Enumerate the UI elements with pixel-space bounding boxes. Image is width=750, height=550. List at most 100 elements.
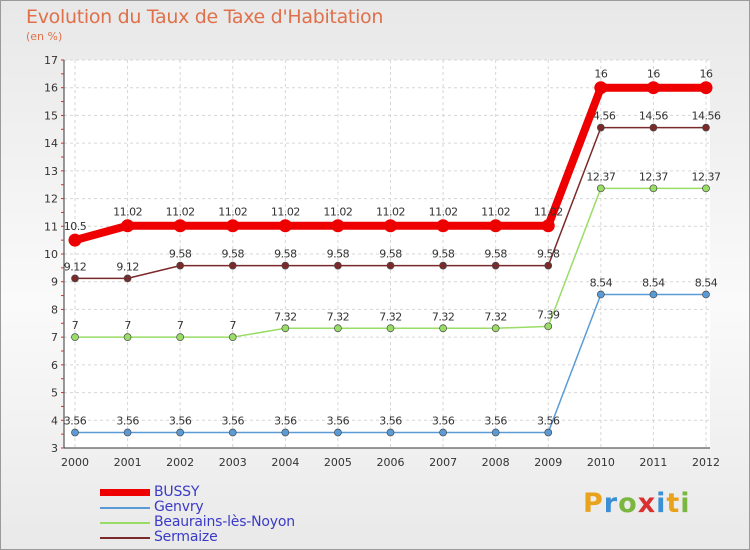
data-point (702, 123, 710, 132)
legend-item: Beaurains-lès-Noyon (100, 514, 340, 530)
y-tick-label: 13 (44, 165, 58, 178)
data-label: 9.58 (222, 248, 245, 261)
data-point (386, 324, 395, 333)
data-label: 3.56 (116, 414, 139, 427)
data-point (176, 261, 185, 270)
data-point (226, 219, 240, 233)
data-label: 12.37 (586, 170, 615, 183)
y-tick-label: 17 (44, 54, 58, 67)
logo-letter: r (603, 488, 619, 519)
y-tick-label: 11 (44, 220, 58, 233)
data-label: 3.56 (222, 414, 245, 427)
y-tick-label: 14 (44, 137, 58, 150)
legend-label: Sermaize (154, 529, 218, 545)
data-label: 7 (177, 319, 184, 332)
data-point (334, 428, 342, 437)
data-label: 9.58 (274, 248, 297, 261)
legend-label: Beaurains-lès-Noyon (154, 514, 295, 530)
data-point (331, 219, 345, 233)
data-point (594, 81, 608, 95)
y-tick-label: 8 (51, 303, 58, 316)
x-tick-label: 2001 (114, 456, 142, 469)
data-point (71, 274, 79, 283)
data-label: 3.56 (64, 414, 87, 427)
legend-label: BUSSY (154, 484, 200, 500)
chart-title: Evolution du Taux de Taxe d'Habitation (26, 6, 384, 28)
data-point (491, 428, 500, 437)
legend-label: Genvry (154, 499, 204, 515)
data-point (544, 428, 553, 437)
data-point (541, 219, 555, 233)
data-point (596, 184, 605, 193)
legend-item: Genvry (100, 499, 340, 515)
data-label: 3.56 (327, 414, 350, 427)
data-point (228, 261, 237, 270)
y-tick-label: 3 (51, 442, 58, 455)
data-point (173, 219, 187, 233)
data-label: 14.56 (639, 110, 668, 123)
data-label: 7.32 (379, 310, 402, 323)
data-point (121, 219, 135, 233)
data-label: 9.12 (116, 260, 139, 273)
data-label: 11.02 (271, 206, 300, 219)
data-point (334, 261, 342, 270)
data-point (228, 333, 237, 341)
data-point (123, 428, 132, 437)
data-label: 3.56 (169, 414, 192, 427)
logo-letter: x (637, 488, 657, 519)
x-tick-label: 2008 (482, 456, 510, 469)
x-tick-label: 2000 (61, 456, 89, 469)
data-label: 7.32 (274, 310, 297, 323)
legend-swatch (100, 536, 150, 539)
y-tick-label: 9 (51, 276, 58, 289)
data-label: 7.39 (537, 308, 560, 321)
legend-item: Sermaize (100, 529, 340, 545)
y-tick-label: 16 (44, 82, 58, 95)
data-label: 3.56 (484, 414, 507, 427)
data-label: 16 (700, 68, 713, 81)
logo-letter: i (680, 488, 691, 519)
data-label: 9.58 (432, 248, 455, 261)
data-label: 7.32 (327, 310, 350, 323)
data-point (281, 324, 290, 333)
data-point (278, 219, 292, 233)
legend-item: BUSSY (100, 484, 340, 500)
x-tick-label: 2009 (534, 456, 562, 469)
data-label: 9.58 (379, 248, 402, 261)
data-point (544, 322, 553, 331)
data-label: 3.56 (274, 414, 297, 427)
data-label: 11.02 (429, 206, 458, 219)
logo-letter: P (583, 488, 604, 519)
data-point (386, 261, 395, 270)
data-label: 7.32 (484, 310, 507, 323)
data-label: 9.12 (64, 260, 87, 273)
data-point (281, 261, 290, 270)
proxiti-logo: Proxiti (583, 488, 691, 519)
data-point (384, 219, 397, 233)
data-point (649, 290, 658, 299)
x-tick-label: 2012 (692, 456, 720, 469)
logo-letter: t (666, 488, 681, 519)
data-label: 11.02 (113, 206, 142, 219)
x-tick-label: 2004 (271, 456, 299, 469)
data-point (491, 324, 500, 333)
data-point (439, 261, 447, 270)
data-label: 10.5 (64, 220, 87, 233)
data-point (596, 290, 605, 299)
x-tick-label: 2003 (219, 456, 247, 469)
legend-swatch (100, 521, 150, 524)
data-label: 7 (124, 319, 131, 332)
data-point (228, 428, 237, 437)
data-label: 16 (594, 68, 607, 81)
y-tick-label: 12 (44, 193, 58, 206)
data-label: 11.02 (376, 206, 405, 219)
legend-swatch (100, 489, 150, 496)
data-label: 3.56 (432, 414, 455, 427)
chart-unit: (en %) (26, 30, 63, 43)
legend-swatch (100, 506, 150, 509)
y-tick-label: 10 (44, 248, 58, 261)
data-label: 7 (72, 319, 79, 332)
y-tick-label: 6 (51, 359, 58, 372)
data-label: 14.56 (692, 110, 721, 123)
